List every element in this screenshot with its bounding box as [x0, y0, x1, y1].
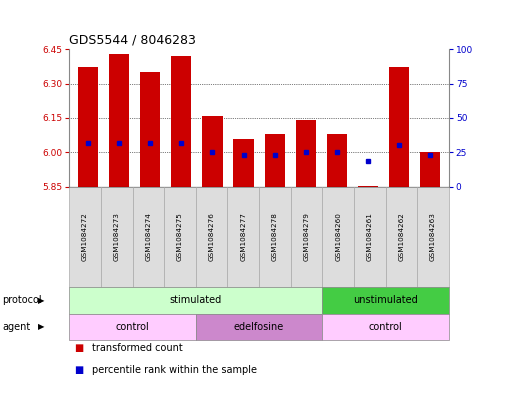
Text: GSM1084260: GSM1084260 — [335, 212, 341, 261]
Text: control: control — [115, 322, 149, 332]
Text: GSM1084272: GSM1084272 — [82, 212, 88, 261]
Text: GDS5544 / 8046283: GDS5544 / 8046283 — [69, 33, 196, 46]
Bar — [295, 120, 316, 187]
Text: GSM1084261: GSM1084261 — [367, 212, 373, 261]
Text: agent: agent — [3, 322, 31, 332]
Bar — [233, 138, 253, 187]
Text: percentile rank within the sample: percentile rank within the sample — [92, 365, 258, 375]
Text: control: control — [369, 322, 403, 332]
Text: GSM1084275: GSM1084275 — [177, 212, 183, 261]
Text: stimulated: stimulated — [170, 295, 222, 305]
Bar — [171, 56, 191, 187]
Text: ■: ■ — [74, 365, 84, 375]
Text: ▶: ▶ — [38, 323, 44, 331]
Bar — [389, 68, 409, 187]
Bar — [420, 152, 440, 187]
Text: unstimulated: unstimulated — [353, 295, 418, 305]
Bar — [265, 134, 285, 187]
Bar — [202, 116, 223, 187]
Text: protocol: protocol — [3, 295, 42, 305]
Text: GSM1084262: GSM1084262 — [399, 212, 404, 261]
Text: GSM1084278: GSM1084278 — [272, 212, 278, 261]
Bar — [358, 186, 378, 187]
Text: GSM1084277: GSM1084277 — [240, 212, 246, 261]
Bar — [327, 134, 347, 187]
Bar — [140, 72, 160, 187]
Bar — [109, 54, 129, 187]
Text: ▶: ▶ — [38, 296, 44, 305]
Bar — [78, 68, 98, 187]
Text: transformed count: transformed count — [92, 343, 183, 353]
Text: GSM1084276: GSM1084276 — [209, 212, 214, 261]
Text: edelfosine: edelfosine — [234, 322, 284, 332]
Text: GSM1084274: GSM1084274 — [145, 212, 151, 261]
Text: ■: ■ — [74, 343, 84, 353]
Text: GSM1084263: GSM1084263 — [430, 212, 436, 261]
Text: GSM1084273: GSM1084273 — [114, 212, 120, 261]
Text: GSM1084279: GSM1084279 — [304, 212, 309, 261]
